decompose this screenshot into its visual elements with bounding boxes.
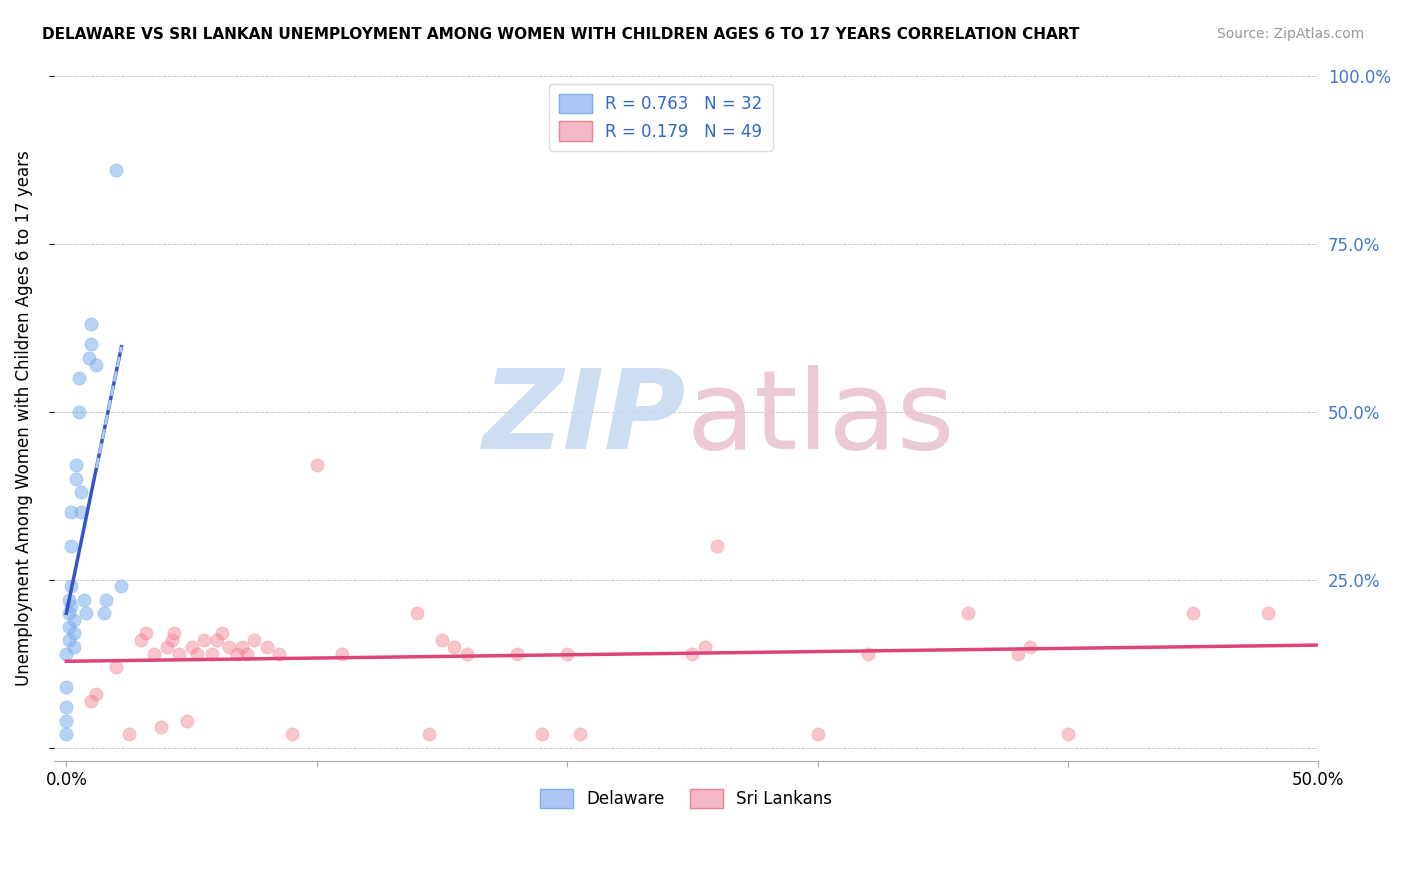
Point (131, 633, 153, 648)
Point (167, 647, 190, 661)
Text: DELAWARE VS SRI LANKAN UNEMPLOYMENT AMONG WOMEN WITH CHILDREN AGES 6 TO 17 YEARS: DELAWARE VS SRI LANKAN UNEMPLOYMENT AMON… (42, 27, 1080, 42)
Point (70, 505, 93, 519)
Point (330, 647, 353, 661)
Point (305, 458, 328, 473)
Point (73, 592, 96, 607)
Text: Source: ZipAtlas.com: Source: ZipAtlas.com (1216, 27, 1364, 41)
Point (186, 647, 208, 661)
Point (269, 647, 291, 661)
Point (135, 626, 157, 640)
Point (105, 660, 128, 674)
Point (1257, 606, 1279, 620)
Point (96, 592, 118, 607)
Point (55, 714, 77, 728)
Point (55, 700, 77, 714)
Point (406, 606, 429, 620)
Point (58, 592, 80, 607)
Point (430, 633, 453, 648)
Point (80, 337, 103, 351)
Point (218, 640, 240, 654)
Point (806, 727, 828, 741)
Point (143, 647, 166, 661)
Point (555, 647, 578, 661)
Point (506, 647, 529, 661)
Point (60, 539, 83, 553)
Point (150, 721, 173, 735)
Point (568, 727, 591, 741)
Point (65, 472, 87, 486)
Point (856, 647, 879, 661)
Point (60, 579, 83, 593)
Point (443, 640, 465, 654)
Point (118, 727, 141, 741)
Point (67, 404, 90, 418)
Point (211, 626, 233, 640)
Point (1019, 640, 1042, 654)
Point (75, 606, 97, 620)
Point (55, 680, 77, 694)
Point (160, 633, 183, 648)
Point (67, 371, 90, 385)
Point (418, 727, 440, 741)
Point (200, 647, 222, 661)
Point (205, 633, 228, 648)
Point (86, 358, 108, 372)
Point (58, 620, 80, 634)
Point (55, 727, 77, 741)
Text: ZIP: ZIP (482, 365, 686, 472)
Point (243, 633, 266, 648)
Point (80, 317, 103, 331)
Point (681, 647, 703, 661)
Point (956, 606, 979, 620)
Point (693, 640, 716, 654)
Point (225, 647, 247, 661)
Point (110, 579, 132, 593)
Point (70, 485, 93, 500)
Point (58, 633, 80, 648)
Point (63, 640, 86, 654)
Point (63, 613, 86, 627)
Point (80, 693, 103, 707)
Point (280, 727, 302, 741)
Point (93, 606, 115, 620)
Point (180, 640, 202, 654)
Point (231, 640, 253, 654)
Point (1007, 647, 1029, 661)
Point (706, 539, 728, 553)
Point (193, 633, 215, 648)
Point (155, 640, 177, 654)
Point (163, 626, 186, 640)
Point (531, 727, 554, 741)
Point (176, 714, 198, 728)
Point (86, 687, 108, 701)
Point (65, 458, 87, 473)
Point (456, 647, 478, 661)
Point (58, 606, 80, 620)
Point (105, 162, 128, 177)
Point (235, 647, 257, 661)
Point (60, 599, 83, 614)
Point (60, 505, 83, 519)
Point (63, 626, 86, 640)
Point (256, 640, 278, 654)
Point (55, 647, 77, 661)
Point (77, 351, 100, 365)
Point (1057, 727, 1080, 741)
Point (1182, 606, 1205, 620)
Y-axis label: Unemployment Among Women with Children Ages 6 to 17 years: Unemployment Among Women with Children A… (15, 151, 32, 686)
Legend: Delaware, Sri Lankans: Delaware, Sri Lankans (533, 782, 839, 814)
Text: atlas: atlas (686, 365, 955, 472)
